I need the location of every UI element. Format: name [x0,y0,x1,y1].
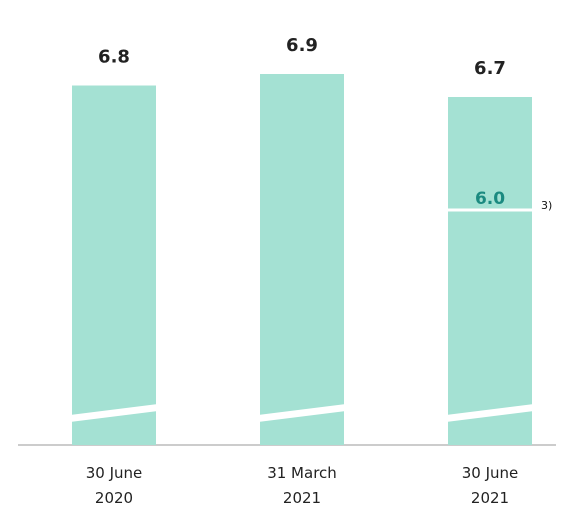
inner-marker-label: 6.0 [475,189,505,209]
category-label-2-line-2: 2021 [283,489,321,506]
value-label-2: 6.9 [286,35,318,56]
bar-1 [72,85,156,445]
value-label-1: 6.8 [98,47,130,68]
axis-break-2 [258,404,346,422]
bar-2 [260,74,344,445]
bars-group [70,74,534,445]
axis-break-3 [446,404,534,422]
footnote-marker: 3) [541,199,552,212]
bar-3 [448,97,532,445]
category-label-3-line-2: 2021 [471,489,509,506]
axis-break-1 [70,404,158,422]
category-label-1-line-1: 30 June [86,464,143,482]
category-label-3-line-1: 30 June [462,464,519,482]
category-label-1-line-2: 2020 [95,489,133,506]
category-label-2-line-1: 31 March [267,464,337,482]
value-label-3: 6.7 [474,58,506,79]
labels-group: 6.8 30 June 2020 6.9 31 March 2021 6.7 30 June 2… [86,35,553,506]
